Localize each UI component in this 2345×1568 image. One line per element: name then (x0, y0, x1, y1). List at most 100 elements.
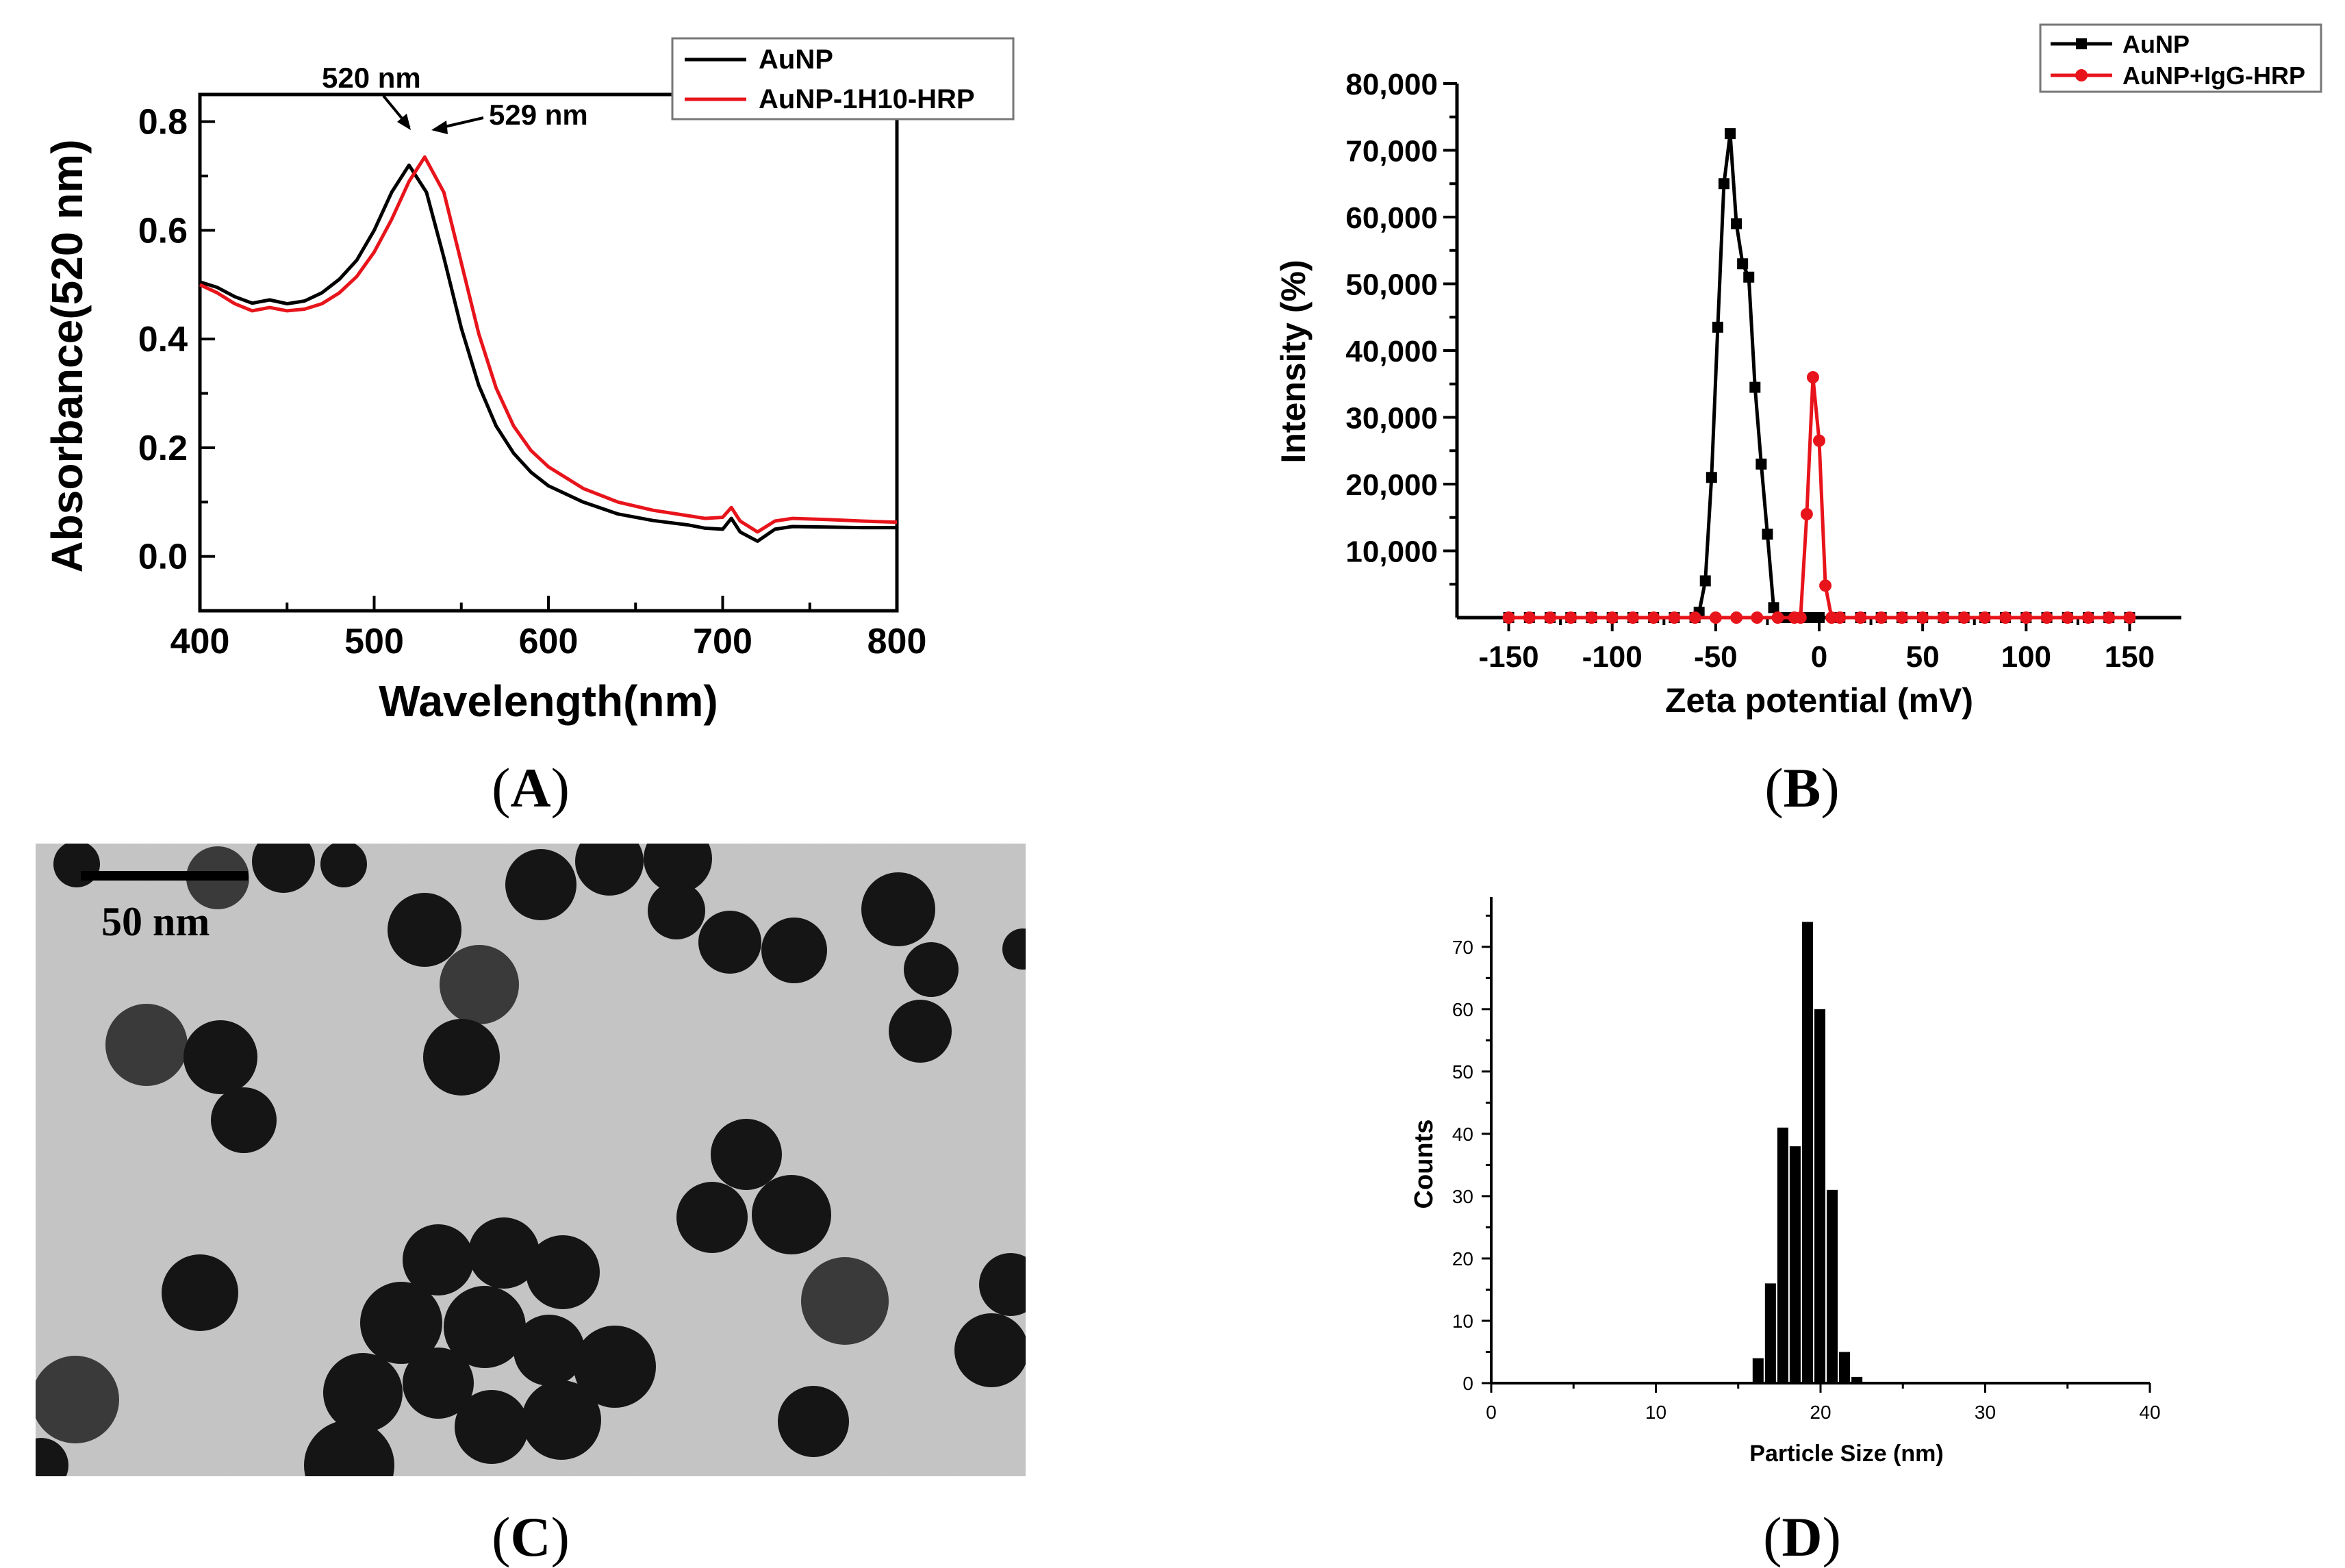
tem-scale-bar-label: 50 nm (101, 899, 210, 944)
panel-b-point-aunp (1718, 178, 1729, 190)
panel-d-xtick-label: 0 (1486, 1402, 1497, 1423)
tem-nanoparticle (403, 1348, 474, 1419)
panel-b-point-aunp (1803, 612, 1814, 623)
panel-b-point-aunp-igg-hrp (1647, 611, 1660, 624)
tem-nanoparticle (801, 1257, 889, 1345)
panel-b-xtick-label: -50 (1694, 640, 1738, 674)
panel-d-ytick-label: 40 (1452, 1124, 1473, 1145)
panel-b-xtick-label: -150 (1479, 640, 1539, 674)
caption-d-open: ( (1763, 1506, 1782, 1568)
panel-d-bar (1764, 1283, 1776, 1383)
caption-b-letter: B (1784, 757, 1821, 819)
panel-b-point-aunp-igg-hrp (1794, 611, 1807, 624)
panel-b-point-aunp (1749, 381, 1761, 393)
panel-b-point-aunp-igg-hrp (2103, 611, 2116, 624)
annotation-529nm-arrow (442, 116, 484, 129)
annotation-529nm: 529 nm (489, 99, 588, 131)
panel-b-point-aunp-igg-hrp (1771, 611, 1784, 624)
tem-nanoparticle (861, 872, 935, 946)
panel-b-point-aunp-igg-hrp (2061, 611, 2074, 624)
panel-b-xtick-label: 50 (1906, 640, 1940, 674)
panel-d-xtick-label: 30 (1975, 1402, 1996, 1423)
panel-d-ytick-label: 30 (1452, 1186, 1473, 1207)
panel-b-point-aunp-igg-hrp (1502, 611, 1515, 624)
tem-nanoparticle (889, 1000, 952, 1063)
panel-b-point-aunp (1762, 529, 1773, 540)
panel-b-point-aunp-igg-hrp (1978, 611, 1991, 624)
panel-b-point-aunp-igg-hrp (1668, 611, 1681, 624)
tem-nanoparticle (468, 1217, 540, 1289)
annotation-520nm: 520 nm (322, 62, 421, 94)
tem-nanoparticle (36, 1356, 119, 1443)
caption-c-open: ( (492, 1506, 510, 1568)
tem-nanoparticle (648, 882, 705, 939)
panel-a-ytick-label: 0.6 (138, 211, 188, 251)
panel-b-point-aunp-igg-hrp (2123, 611, 2136, 624)
tem-nanoparticle (444, 1286, 526, 1368)
tem-nanoparticle (522, 1380, 601, 1460)
panel-b-ytick-label: 20,000 (1345, 468, 1438, 502)
panel-b-series-aunp-igg-hrp-line (1508, 375, 2130, 620)
panel-b-ylabel: Intensity (%) (1274, 260, 1313, 463)
caption-b-close: ) (1821, 757, 1839, 819)
panel-b-point-aunp-igg-hrp (1806, 371, 1819, 383)
tem-nanoparticle (455, 1390, 529, 1464)
panel-d-bar (1752, 1358, 1764, 1383)
panel-a-xtick-label: 700 (693, 622, 752, 661)
panel-b-point-aunp-igg-hrp (1854, 611, 1867, 624)
caption-c-letter: C (510, 1506, 550, 1568)
panel-b-point-aunp-igg-hrp (1606, 611, 1619, 624)
caption-a-open: ( (492, 757, 510, 819)
panel-d-bar (1801, 922, 1813, 1383)
panel-b-point-aunp-igg-hrp (1585, 611, 1598, 624)
panel-b-point-aunp (1737, 258, 1749, 270)
caption-b: (B) (1764, 757, 1839, 819)
panel-c-tem-image: 50 nm (36, 844, 1026, 1476)
panel-d-ytick-label: 60 (1452, 999, 1473, 1020)
panel-a-ytick-label: 0.4 (138, 320, 188, 359)
tem-nanoparticle (320, 844, 367, 887)
panel-b-ytick-label: 60,000 (1345, 201, 1438, 235)
panel-b-chart: -150 -100 -50 0 50 100 150 10,000 20,000 30,000 40… (1274, 23, 2322, 720)
tem-scale-bar (81, 871, 248, 881)
panel-d-bar (1777, 1127, 1788, 1383)
tem-nanoparticle (676, 1182, 748, 1253)
tem-nanoparticle (954, 1313, 1026, 1387)
tem-nanoparticle (644, 844, 712, 893)
panel-a-xtick-label: 400 (170, 622, 230, 661)
legend-label-aunp-1h10-hrp: AuNP-1H10-HRP (759, 84, 975, 114)
tem-nanoparticle (698, 911, 761, 974)
panel-d-bar (1839, 1352, 1851, 1383)
panel-a-series-aunp-1h10-hrp-line (199, 155, 898, 534)
panel-b-point-aunp-igg-hrp (2040, 611, 2053, 624)
panel-b-point-aunp-igg-hrp (1999, 611, 2012, 624)
tem-nanoparticle (360, 1282, 442, 1364)
panel-b-ytick-label: 10,000 (1345, 535, 1438, 569)
tem-nanoparticle (574, 1326, 656, 1408)
tem-nanoparticle (388, 893, 461, 967)
panel-b-point-aunp (1731, 218, 1742, 229)
tem-nanoparticle (162, 1254, 238, 1331)
panel-d-bar (1789, 1146, 1801, 1383)
panel-b-point-aunp (1712, 321, 1723, 333)
panel-a-ytick-label: 0.2 (138, 429, 188, 468)
tem-nanoparticle (514, 1315, 585, 1386)
legend-marker-aunp-b (2076, 38, 2087, 49)
panel-d-ytick-label: 70 (1452, 937, 1473, 958)
panel-a-xtick-label: 500 (344, 622, 404, 661)
panel-a-xtick-label: 800 (867, 622, 927, 661)
panel-b-point-aunp (1755, 458, 1767, 470)
panel-b-xlabel: Zeta potential (mV) (1665, 681, 1973, 720)
annotation-529nm-arrowhead (431, 121, 448, 134)
panel-a-chart: 400 500 600 700 800 0.0 0.2 0.4 0.6 0.8 AuNP AuNP… (42, 37, 1015, 726)
panel-b-point-aunp-igg-hrp (1834, 611, 1847, 624)
tem-nanoparticle (1002, 928, 1026, 970)
caption-c: (C) (492, 1506, 570, 1568)
panel-b-xtick-label: 0 (1811, 640, 1827, 674)
panel-a-ytick-label: 0.0 (138, 538, 188, 577)
legend-label-aunp: AuNP (759, 45, 833, 75)
legend-marker-aunp-igg-hrp (2075, 69, 2088, 81)
tem-nanoparticle (440, 945, 519, 1024)
tem-nanoparticle (505, 849, 576, 920)
panel-d-bar (1827, 1189, 1838, 1383)
